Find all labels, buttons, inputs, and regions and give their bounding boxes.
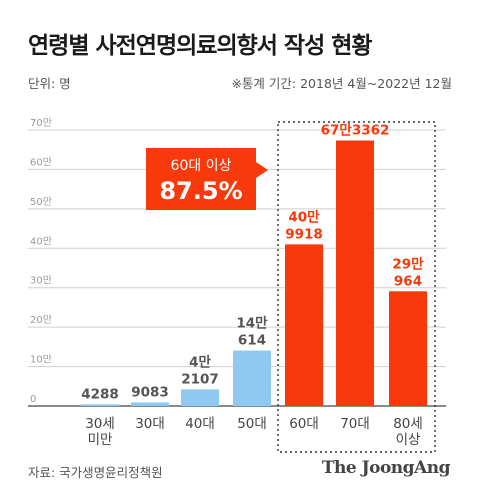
value-label: 67만3362 [321,123,390,139]
value-label: 4만 [189,354,211,370]
category-label: 30세 [85,416,115,432]
highlight-frame [277,121,436,453]
callout-bubble [146,148,268,210]
y-tick-label: 0 [30,394,36,405]
value-label: 9083 [131,384,169,400]
bar [389,291,427,406]
value-label: 2107 [181,371,219,387]
value-label: 9918 [285,226,323,242]
category-label: 40대 [185,416,215,432]
bar [336,140,374,406]
y-tick-label: 20만 [30,314,52,326]
value-label: 614 [238,333,266,349]
category-label: 50대 [237,416,267,432]
value-label: 40만 [288,209,320,225]
bar [131,402,169,406]
y-tick-label: 10만 [30,354,52,366]
category-label: 미만 [88,432,113,448]
value-label: 964 [394,273,422,289]
callout-value: 87.5% [159,177,242,205]
brand-logo: The JoongAng [321,458,451,478]
bar [233,350,271,406]
value-label: 14만 [236,316,268,332]
value-label: 29만 [392,256,424,272]
y-tick-label: 60만 [30,156,52,168]
period-label: ※통계 기간: 2018년 4월~2022년 12월 [231,76,452,91]
callout-label: 60대 이상 [171,158,232,174]
y-tick-label: 40만 [30,235,52,247]
bar [81,404,119,406]
category-label: 30대 [135,416,165,432]
y-tick-label: 30만 [30,275,52,287]
unit-label: 단위: 명 [28,76,71,91]
y-tick-label: 70만 [30,117,52,129]
value-label: 4288 [81,386,119,402]
source-label: 자료: 국가생명윤리정책원 [28,465,163,480]
y-tick-label: 50만 [30,196,52,208]
category-label: 60대 [289,416,319,432]
bar [181,389,219,406]
chart-title: 연령별 사전연명의료의향서 작성 현황 [28,33,373,59]
bar [285,244,323,406]
category-label: 70대 [340,416,370,432]
category-label: 80세 [393,416,423,432]
category-label: 이상 [396,432,421,448]
